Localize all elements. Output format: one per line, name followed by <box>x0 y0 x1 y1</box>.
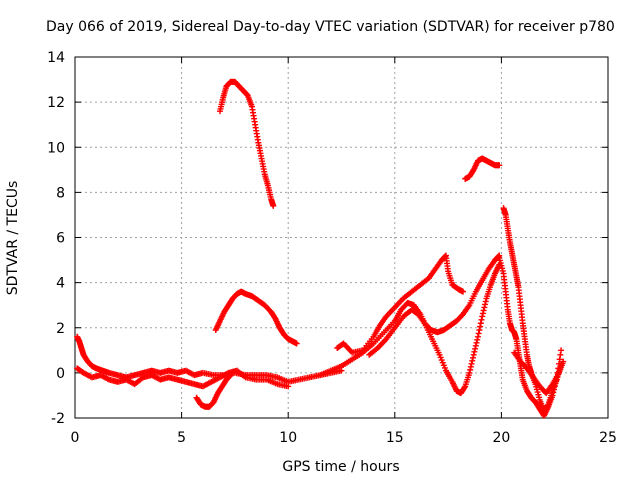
data-point <box>472 345 479 352</box>
data-point <box>481 304 488 311</box>
x-tick-label: 0 <box>71 430 80 446</box>
data-point <box>226 372 233 379</box>
data-point <box>473 339 480 346</box>
y-tick-label: 8 <box>56 185 65 201</box>
data-point <box>467 366 474 373</box>
data-point <box>477 320 484 327</box>
data-point <box>466 369 473 376</box>
data-point <box>475 330 482 337</box>
data-point <box>480 307 487 314</box>
data-point <box>285 383 292 390</box>
y-tick-label: 6 <box>56 231 65 247</box>
data-point <box>479 313 486 320</box>
x-tick-label: 25 <box>599 430 617 446</box>
data-point <box>467 363 474 370</box>
data-point <box>469 354 476 361</box>
data-point <box>560 358 567 365</box>
data-point <box>461 384 468 391</box>
data-points <box>74 78 567 419</box>
data-point <box>482 301 489 308</box>
data-point <box>556 356 563 363</box>
data-point <box>471 348 478 355</box>
x-axis: 0 5 10 15 20 25 <box>71 57 617 446</box>
series-arc-rise-b <box>334 252 467 356</box>
data-point <box>474 336 481 343</box>
y-tick-label: 4 <box>56 276 65 292</box>
data-point <box>472 342 479 349</box>
data-point <box>478 316 485 323</box>
series-arc-rise-a <box>317 261 503 397</box>
y-axis: -2 0 2 4 6 8 10 12 14 <box>47 50 608 427</box>
data-point <box>227 372 234 379</box>
data-point <box>550 389 557 396</box>
data-point <box>474 333 481 340</box>
data-point <box>477 323 484 330</box>
x-tick-label: 5 <box>177 430 186 446</box>
y-axis-label: SDTVAR / TECUs <box>5 181 21 296</box>
y-tick-label: 12 <box>47 95 65 111</box>
data-point <box>549 392 556 399</box>
data-point <box>468 360 475 367</box>
y-tick-label: -2 <box>51 411 65 427</box>
data-point <box>470 351 477 358</box>
chart-title: Day 066 of 2019, Sidereal Day-to-day VTE… <box>46 19 615 35</box>
series-arc-peak-13 <box>216 78 277 209</box>
y-tick-label: 14 <box>47 50 65 66</box>
data-point <box>550 386 557 393</box>
series-arc-low-left <box>74 333 345 385</box>
series-arc-low-lower <box>74 365 292 390</box>
data-point <box>482 298 489 305</box>
x-tick-label: 15 <box>386 430 404 446</box>
data-point <box>557 351 564 358</box>
y-tick-label: 2 <box>56 321 65 337</box>
x-axis-label: GPS time / hours <box>282 459 399 475</box>
series-arc-mid-3 <box>212 288 300 347</box>
series-arc-top-9 <box>462 155 503 182</box>
data-point <box>496 162 503 169</box>
data-point <box>476 327 483 334</box>
x-tick-label: 10 <box>279 430 297 446</box>
data-point <box>460 288 467 295</box>
x-tick-label: 20 <box>492 430 510 446</box>
series-arc-spike-20b <box>496 254 565 419</box>
series-arc-dip-6h <box>193 372 234 410</box>
data-point <box>479 310 486 317</box>
y-tick-label: 10 <box>47 140 65 156</box>
y-tick-label: 0 <box>56 366 65 382</box>
data-point <box>270 202 277 209</box>
series-arc-tail-21 <box>511 349 567 397</box>
data-point <box>558 347 565 354</box>
data-point <box>469 357 476 364</box>
data-point <box>293 340 300 347</box>
